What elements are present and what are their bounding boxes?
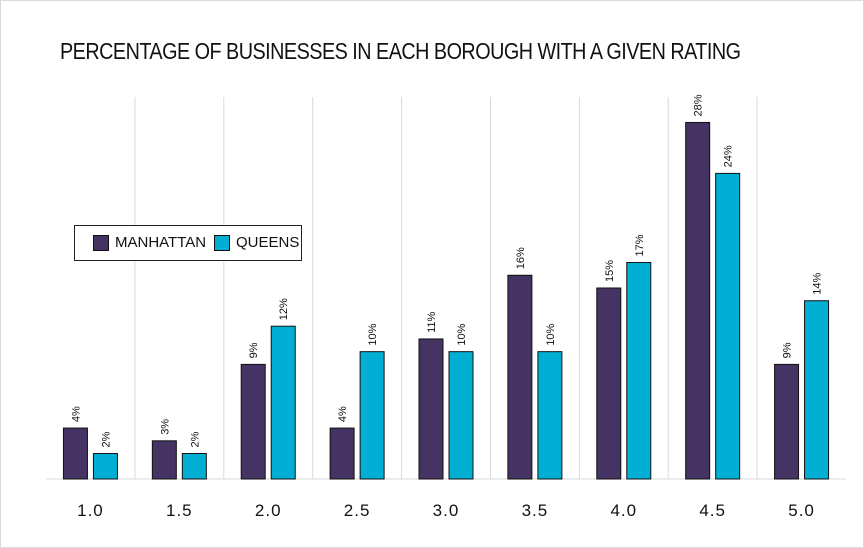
bar-queens bbox=[270, 325, 296, 480]
data-label-manhattan: 4% bbox=[70, 406, 82, 422]
bar-queens bbox=[181, 453, 207, 480]
x-tick-label: 1.5 bbox=[166, 501, 193, 520]
bar-queens bbox=[92, 453, 118, 480]
bar-manhattan bbox=[774, 363, 800, 480]
legend-item-manhattan: MANHATTAN bbox=[93, 234, 206, 251]
data-label-queens: 10% bbox=[456, 323, 468, 345]
legend-swatch-manhattan bbox=[93, 234, 109, 251]
data-label-queens: 17% bbox=[634, 234, 646, 256]
chart-title: PERCENTAGE OF BUSINESSES IN EACH BOROUGH… bbox=[60, 38, 741, 64]
bar-queens bbox=[626, 262, 652, 480]
bar-queens bbox=[537, 351, 563, 480]
legend: MANHATTAN QUEENS bbox=[74, 225, 302, 261]
x-tick-label: 2.5 bbox=[344, 501, 371, 520]
data-label-manhattan: 28% bbox=[693, 94, 705, 116]
data-label-manhattan: 4% bbox=[337, 406, 349, 422]
x-tick-label: 4.5 bbox=[699, 501, 726, 520]
bar-manhattan bbox=[596, 287, 622, 480]
legend-swatch-queens bbox=[214, 234, 230, 251]
x-tick-label: 1.0 bbox=[77, 501, 104, 520]
bar-manhattan bbox=[240, 363, 266, 480]
data-label-queens: 24% bbox=[723, 145, 735, 167]
data-label-queens: 2% bbox=[100, 431, 112, 447]
bar-queens bbox=[448, 351, 474, 480]
bar-manhattan bbox=[507, 274, 533, 480]
x-tick-label: 5.0 bbox=[788, 501, 815, 520]
x-tick-label: 4.0 bbox=[610, 501, 637, 520]
legend-label-manhattan: MANHATTAN bbox=[115, 234, 207, 251]
data-label-manhattan: 16% bbox=[515, 247, 527, 269]
bar-manhattan bbox=[62, 427, 88, 480]
bar-manhattan bbox=[685, 121, 711, 480]
data-label-manhattan: 3% bbox=[159, 419, 171, 435]
data-label-queens: 10% bbox=[367, 323, 379, 345]
data-label-manhattan: 11% bbox=[426, 312, 438, 333]
bar-queens bbox=[804, 300, 830, 480]
x-tick-label: 3.5 bbox=[522, 501, 549, 520]
x-tick-label: 2.0 bbox=[255, 501, 282, 520]
x-tick-label: 3.0 bbox=[433, 501, 460, 520]
data-label-queens: 12% bbox=[278, 298, 290, 320]
bar-manhattan bbox=[329, 427, 355, 480]
legend-item-queens: QUEENS bbox=[214, 234, 299, 251]
bar-queens bbox=[359, 351, 385, 480]
data-label-manhattan: 9% bbox=[248, 342, 260, 358]
bar-queens bbox=[715, 172, 741, 480]
data-label-queens: 14% bbox=[812, 272, 824, 294]
legend-label-queens: QUEENS bbox=[236, 234, 300, 251]
bar-manhattan bbox=[151, 440, 177, 480]
data-label-manhattan: 15% bbox=[604, 260, 616, 282]
data-label-queens: 10% bbox=[545, 323, 557, 345]
bar-manhattan bbox=[418, 338, 444, 480]
data-label-queens: 2% bbox=[189, 431, 201, 447]
data-label-manhattan: 9% bbox=[782, 342, 794, 358]
